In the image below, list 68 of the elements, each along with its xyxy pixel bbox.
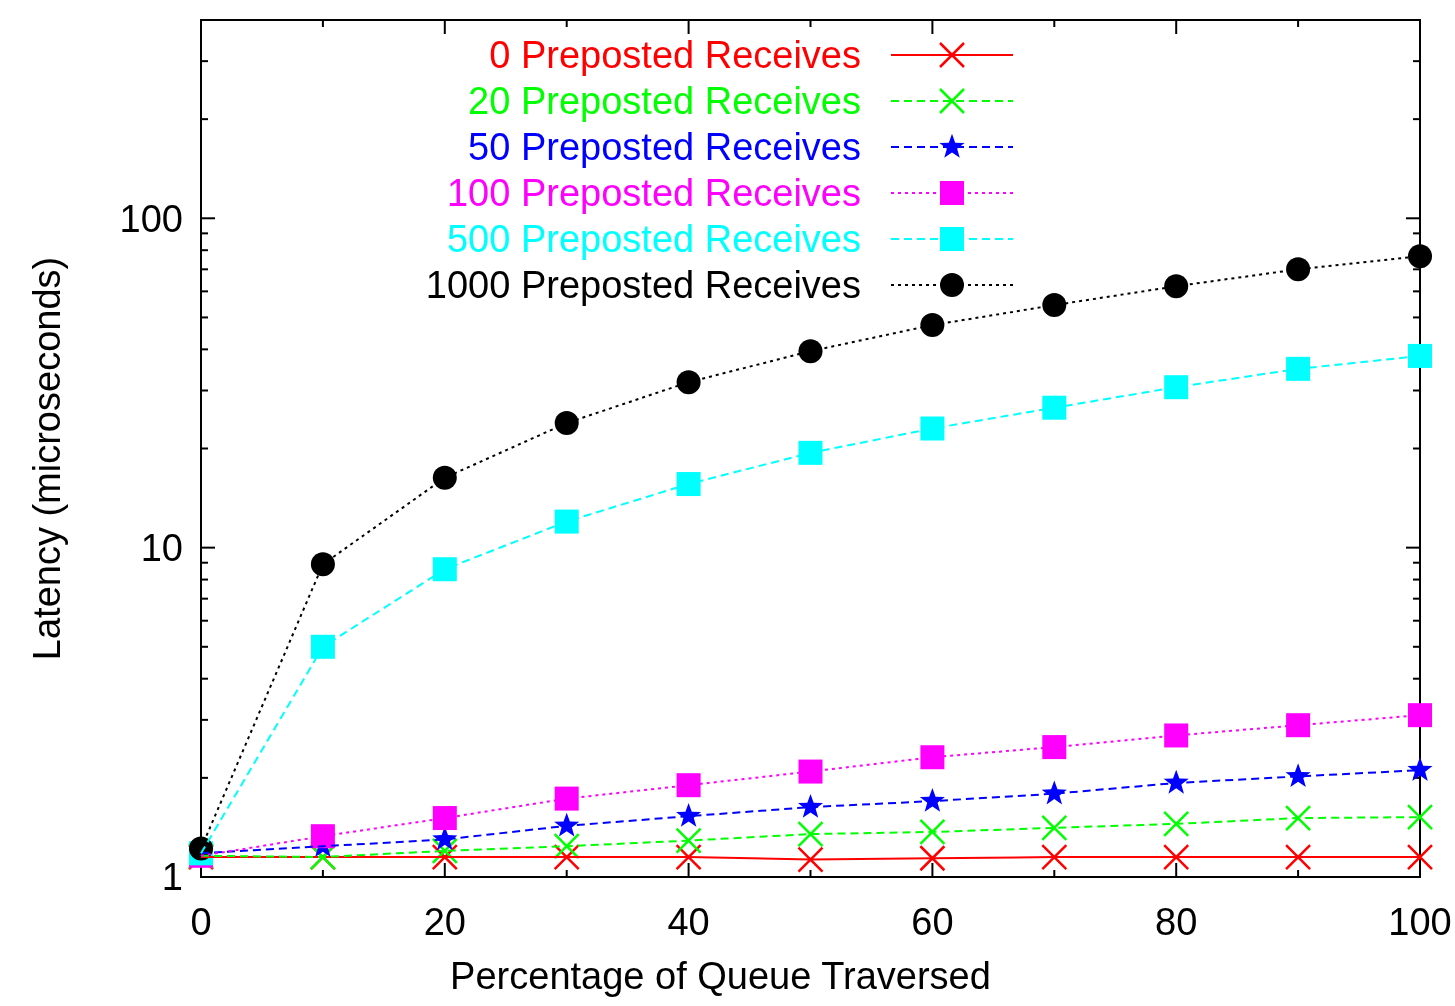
point bbox=[1406, 803, 1434, 831]
point bbox=[798, 759, 823, 784]
point bbox=[798, 339, 823, 364]
x-tick-label: 40 bbox=[667, 901, 710, 943]
point bbox=[920, 313, 945, 338]
x-tick-label: 60 bbox=[911, 901, 954, 943]
point bbox=[1162, 843, 1190, 871]
point bbox=[554, 786, 579, 811]
point bbox=[919, 818, 946, 846]
point bbox=[676, 472, 701, 497]
point bbox=[675, 843, 702, 871]
point bbox=[1164, 723, 1189, 748]
point bbox=[797, 793, 824, 818]
y-tick-label: 10 bbox=[140, 526, 183, 569]
point bbox=[919, 845, 946, 872]
point bbox=[1407, 757, 1433, 781]
point bbox=[1408, 244, 1432, 269]
legend-label: 20 Preposted Receives bbox=[468, 80, 861, 123]
point bbox=[432, 557, 457, 582]
legend-label: 100 Preposted Receives bbox=[446, 172, 861, 215]
point bbox=[676, 370, 701, 395]
point bbox=[798, 440, 823, 465]
point bbox=[1286, 713, 1311, 738]
legend-label: 0 Preposted Receives bbox=[489, 34, 861, 77]
y-tick-label: 1 bbox=[161, 856, 183, 899]
point bbox=[1042, 735, 1067, 760]
point bbox=[432, 465, 457, 490]
point bbox=[1042, 395, 1067, 420]
point bbox=[1284, 804, 1312, 832]
point bbox=[1286, 257, 1311, 282]
point bbox=[1041, 780, 1067, 805]
point bbox=[676, 773, 701, 798]
point bbox=[432, 806, 457, 831]
point bbox=[797, 846, 824, 873]
x-tick-label: 100 bbox=[1388, 901, 1452, 943]
point bbox=[920, 745, 945, 770]
x-axis-title: Percentage of Queue Traversed bbox=[450, 955, 991, 997]
legend-label: 50 Preposted Receives bbox=[468, 126, 861, 169]
point bbox=[310, 552, 335, 577]
point bbox=[675, 827, 702, 854]
point bbox=[1041, 814, 1068, 842]
point bbox=[310, 634, 335, 659]
point bbox=[1164, 375, 1189, 400]
legend-label: 1000 Preposted Receives bbox=[425, 264, 861, 307]
x-tick-label: 0 bbox=[190, 901, 212, 943]
point bbox=[919, 787, 945, 812]
point bbox=[554, 509, 579, 534]
point bbox=[1163, 769, 1189, 794]
x-tick-label: 20 bbox=[423, 901, 466, 943]
point bbox=[310, 824, 335, 849]
point bbox=[1162, 810, 1190, 838]
point bbox=[1164, 274, 1189, 299]
x-tick-label: 80 bbox=[1155, 901, 1198, 943]
point bbox=[920, 416, 945, 441]
point bbox=[1042, 293, 1067, 318]
point bbox=[554, 411, 579, 436]
point bbox=[1406, 843, 1434, 871]
point bbox=[1286, 356, 1311, 381]
point bbox=[1284, 843, 1312, 871]
y-axis-title: Latency (microseconds) bbox=[26, 256, 68, 661]
y-tick-label: 100 bbox=[119, 197, 183, 240]
legend-label: 500 Preposted Receives bbox=[446, 218, 861, 261]
point bbox=[1285, 763, 1311, 788]
point bbox=[676, 802, 702, 827]
point bbox=[797, 820, 824, 848]
point bbox=[1041, 843, 1068, 871]
point bbox=[1408, 703, 1432, 728]
point bbox=[1408, 343, 1432, 368]
